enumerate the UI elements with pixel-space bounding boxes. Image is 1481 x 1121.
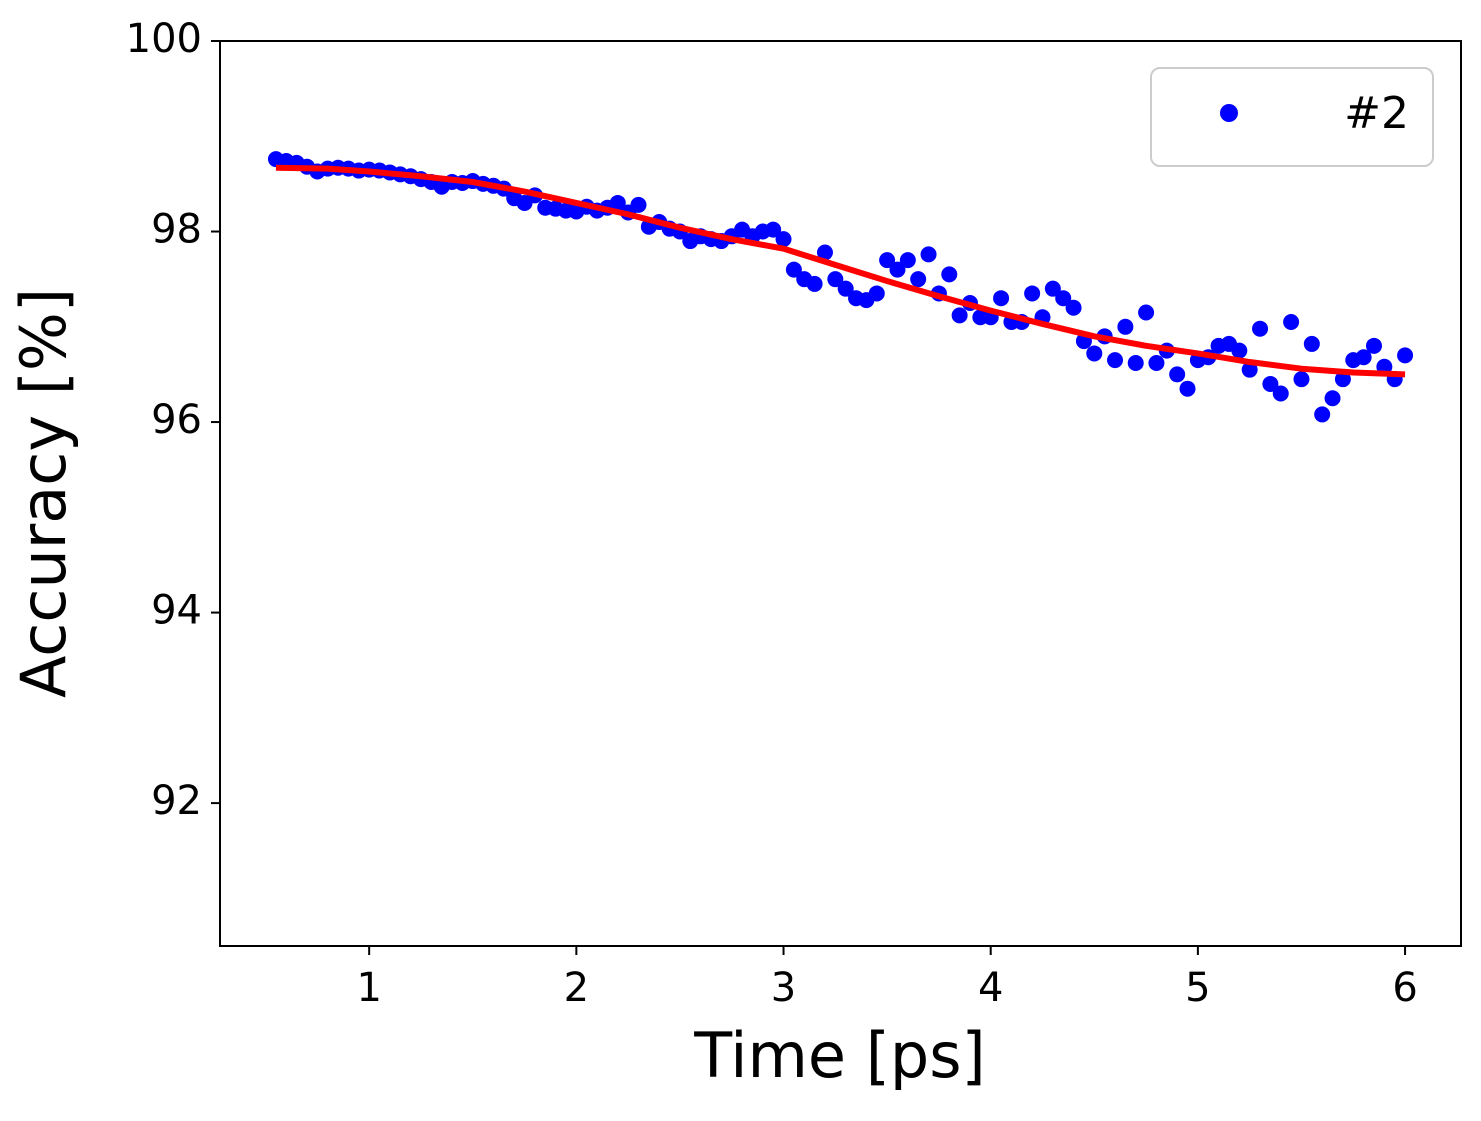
data-point	[1055, 290, 1072, 307]
data-point	[1024, 285, 1041, 302]
data-point	[1086, 345, 1103, 362]
data-point	[1314, 406, 1331, 423]
data-point	[920, 246, 937, 263]
x-tick-label: 2	[564, 965, 589, 1011]
data-point	[899, 252, 916, 269]
data-point	[1127, 354, 1144, 371]
y-axis-label: Accuracy [%]	[7, 288, 80, 698]
data-point	[1262, 375, 1279, 392]
y-tick-label: 96	[151, 397, 202, 443]
data-point	[837, 280, 854, 297]
data-point	[1148, 354, 1165, 371]
data-point	[993, 290, 1010, 307]
data-point	[941, 266, 958, 283]
data-point	[889, 261, 906, 278]
data-point	[1138, 304, 1155, 321]
data-point	[879, 252, 896, 269]
data-point	[1117, 318, 1134, 335]
data-point	[775, 231, 792, 248]
data-point	[630, 196, 647, 213]
legend-label: #2	[1344, 88, 1409, 139]
data-point	[765, 221, 782, 238]
data-point	[609, 194, 626, 211]
data-point	[1252, 320, 1269, 337]
data-point	[1324, 390, 1341, 407]
data-point	[785, 261, 802, 278]
data-point	[1179, 380, 1196, 397]
data-point	[1293, 371, 1310, 388]
data-point	[806, 275, 823, 292]
legend-box	[1150, 67, 1434, 167]
x-tick-label: 6	[1392, 965, 1417, 1011]
data-point	[1365, 337, 1382, 354]
data-point	[1169, 366, 1186, 383]
data-point	[1397, 347, 1414, 364]
plot-frame	[219, 40, 1462, 947]
data-point	[1044, 280, 1061, 297]
fit-line	[275, 164, 1406, 378]
x-tick-label: 3	[771, 965, 796, 1011]
x-axis-label: Time [ps]	[693, 1019, 985, 1092]
data-point	[1241, 361, 1258, 378]
data-point	[951, 307, 968, 324]
data-point	[1107, 352, 1124, 369]
data-point	[1283, 314, 1300, 331]
data-point	[910, 271, 927, 288]
data-point	[1231, 342, 1248, 359]
legend-marker	[1220, 104, 1238, 122]
data-point	[868, 285, 885, 302]
data-point	[1355, 349, 1372, 366]
x-tick-label: 1	[356, 965, 381, 1011]
y-tick-label: 94	[151, 588, 202, 634]
x-tick-label: 5	[1185, 965, 1210, 1011]
y-tick-label: 92	[151, 778, 202, 824]
y-tick-label: 100	[126, 16, 202, 62]
y-tick-label: 98	[151, 207, 202, 253]
data-point	[816, 244, 833, 261]
data-point	[827, 271, 844, 288]
data-point	[1065, 299, 1082, 316]
data-point	[1303, 335, 1320, 352]
data-point	[1334, 371, 1351, 388]
x-tick-label: 4	[978, 965, 1003, 1011]
data-point	[1272, 385, 1289, 402]
